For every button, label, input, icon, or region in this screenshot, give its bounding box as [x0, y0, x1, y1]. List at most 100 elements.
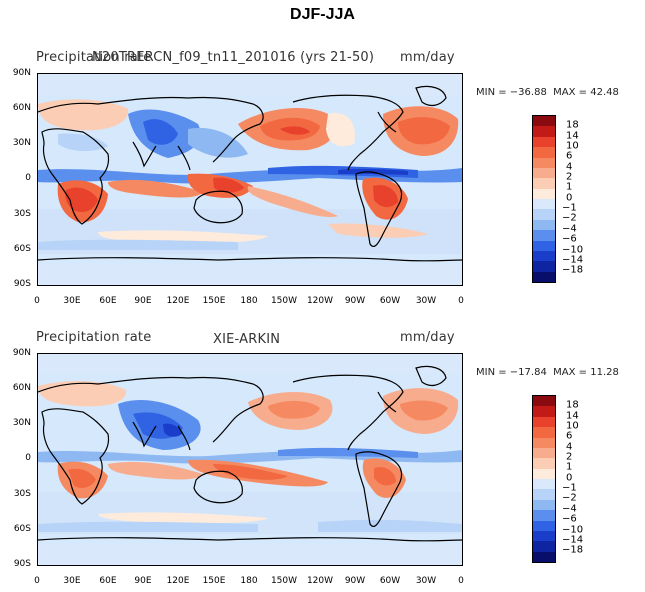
- xtick-label: 60E: [99, 296, 117, 306]
- ytick-label: 60S: [13, 244, 31, 254]
- colorbar-cell: [533, 499, 555, 511]
- panel-min-max: MIN = −36.88 MAX = 42.48: [476, 87, 619, 98]
- colorbar-label: −18: [562, 544, 584, 556]
- max-value: MAX = 42.48: [553, 87, 619, 98]
- xtick-label: 150E: [202, 296, 226, 306]
- ytick-label: 0: [25, 453, 31, 463]
- xtick-label: 120E: [166, 576, 190, 586]
- panel-left-label: Precipitation rate: [36, 50, 152, 65]
- xtick-label: 30W: [415, 576, 437, 586]
- xtick-label: 120W: [306, 576, 334, 586]
- colorbar-label: −10: [562, 244, 584, 256]
- colorbar-cell: [533, 167, 555, 179]
- coastlines: [38, 365, 462, 542]
- panel-min-max: MIN = −17.84 MAX = 11.28: [476, 367, 619, 378]
- colorbar-label: −2: [562, 492, 577, 504]
- ytick-label: 90N: [12, 348, 31, 358]
- xtick-label: 150W: [270, 296, 298, 306]
- colorbar-label: 14: [566, 410, 579, 422]
- colorbar-cell: [533, 240, 555, 251]
- precip-map: [37, 73, 463, 286]
- colorbar-label: 10: [566, 140, 579, 152]
- xtick-label: 30W: [415, 296, 437, 306]
- colorbar-cell: [533, 530, 555, 542]
- colorbar-label: −6: [562, 233, 577, 245]
- min-value: MIN = −17.84: [476, 367, 547, 378]
- xtick-label: 0: [458, 576, 464, 586]
- colorbar-label: 4: [566, 441, 573, 453]
- precip-map-svg: [38, 74, 462, 285]
- xtick-label: 30E: [63, 296, 81, 306]
- colorbar-label: −1: [562, 202, 577, 214]
- ytick-label: 90N: [12, 68, 31, 78]
- xtick-label: 60W: [379, 296, 401, 306]
- colorbar-label: −1: [562, 482, 577, 494]
- colorbar-label: −14: [562, 534, 584, 546]
- xtick-label: 150W: [270, 576, 298, 586]
- colorbar-cell: [533, 458, 555, 469]
- colorbar-label: 4: [566, 161, 573, 173]
- colorbar-label: 18: [566, 399, 579, 411]
- xtick-label: 90E: [134, 576, 152, 586]
- colorbar-label: 0: [566, 472, 573, 484]
- ytick-label: 30N: [12, 418, 31, 428]
- colorbar-label: 10: [566, 420, 579, 432]
- ytick-label: 30N: [12, 138, 31, 148]
- colorbar-cell: [533, 136, 555, 148]
- xtick-label: 0: [458, 296, 464, 306]
- colorbar-cell: [533, 230, 555, 241]
- colorbar: [532, 115, 556, 283]
- panel-units-label: mm/day: [400, 50, 455, 65]
- xtick-label: 120E: [166, 296, 190, 306]
- coastlines: [38, 85, 462, 262]
- colorbar-cell: [533, 427, 555, 438]
- colorbar-cell: [533, 209, 555, 220]
- colorbar-label: 2: [566, 451, 573, 463]
- colorbar-cell: [533, 219, 555, 231]
- xtick-label: 30E: [63, 576, 81, 586]
- colorbar-cell: [533, 489, 555, 500]
- colorbar-label: −6: [562, 513, 577, 525]
- colorbar-cell: [533, 188, 555, 199]
- colorbar-cell: [533, 551, 555, 562]
- colorbar-label: 6: [566, 430, 573, 442]
- panel-units-label: mm/day: [400, 330, 455, 345]
- colorbar-cell: [533, 396, 555, 407]
- xtick-label: 90W: [344, 296, 366, 306]
- figure-title: DJF-JJA: [290, 6, 355, 23]
- colorbar-label: 2: [566, 171, 573, 183]
- colorbar-cell: [533, 520, 555, 531]
- panel-center-label: N20TRERCN_f09_tn11_201016 (yrs 21-50): [92, 50, 375, 65]
- colorbar-label: 18: [566, 119, 579, 131]
- xtick-label: 180: [240, 576, 258, 586]
- colorbar-label: −10: [562, 524, 584, 536]
- xtick-label: 0: [34, 576, 40, 586]
- xtick-label: 60E: [99, 576, 117, 586]
- colorbar-cell: [533, 437, 555, 448]
- colorbar-cell: [533, 199, 555, 210]
- ytick-label: 30S: [13, 489, 31, 499]
- colorbar-cell: [533, 157, 555, 168]
- panel-center-label: XIE-ARKIN: [213, 332, 281, 347]
- colorbar-cell: [533, 116, 555, 127]
- colorbar-label: 6: [566, 150, 573, 162]
- colorbar-label: −4: [562, 223, 577, 235]
- colorbar-label: 1: [566, 461, 573, 473]
- colorbar-cell: [533, 479, 555, 490]
- ytick-label: 90S: [13, 279, 31, 289]
- ytick-label: 30S: [13, 209, 31, 219]
- xtick-label: 90W: [344, 576, 366, 586]
- colorbar-label: 14: [566, 130, 579, 142]
- ytick-label: 60N: [12, 103, 31, 113]
- xtick-label: 180: [240, 296, 258, 306]
- xtick-label: 150E: [202, 576, 226, 586]
- xtick-label: 90E: [134, 296, 152, 306]
- colorbar-cell: [533, 126, 555, 137]
- ytick-label: 0: [25, 173, 31, 183]
- ytick-label: 60N: [12, 383, 31, 393]
- ytick-label: 60S: [13, 524, 31, 534]
- precip-map-svg: [38, 354, 462, 565]
- colorbar-label: −14: [562, 254, 584, 266]
- colorbar-label: −4: [562, 503, 577, 515]
- max-value: MAX = 11.28: [553, 367, 619, 378]
